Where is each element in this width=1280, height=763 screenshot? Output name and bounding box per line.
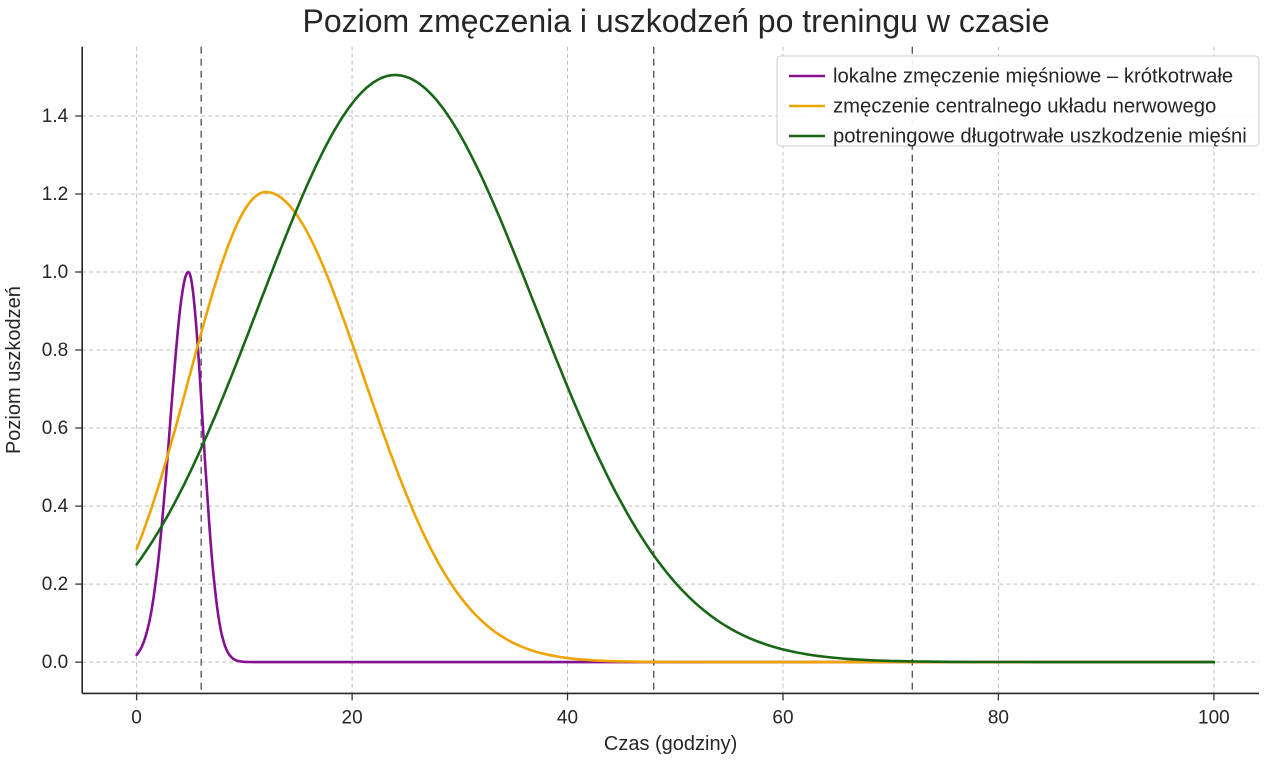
svg-text:60: 60	[772, 707, 793, 728]
svg-text:lokalne zmęczenie mięśniowe –: lokalne zmęczenie mięśniowe – krótkotrwa…	[833, 66, 1233, 88]
svg-text:0: 0	[131, 707, 142, 728]
svg-text:Czas (godziny): Czas (godziny)	[604, 733, 737, 755]
svg-text:Poziom uszkodzeń: Poziom uszkodzeń	[3, 286, 25, 454]
svg-text:0.6: 0.6	[42, 418, 68, 439]
svg-text:0.0: 0.0	[42, 652, 68, 673]
svg-text:100: 100	[1198, 707, 1230, 728]
svg-text:potreningowe długotrwałe uszko: potreningowe długotrwałe uszkodzenie mię…	[833, 126, 1247, 148]
svg-text:40: 40	[557, 707, 578, 728]
svg-text:1.2: 1.2	[42, 184, 68, 205]
svg-text:20: 20	[342, 707, 363, 728]
svg-text:zmęczenie centralnego układu n: zmęczenie centralnego układu nerwowego	[833, 96, 1216, 118]
svg-text:1.0: 1.0	[42, 262, 68, 283]
svg-text:0.2: 0.2	[42, 574, 68, 595]
svg-text:80: 80	[988, 707, 1009, 728]
svg-text:1.4: 1.4	[42, 106, 69, 127]
svg-text:0.8: 0.8	[42, 340, 68, 361]
svg-text:Poziom zmęczenia i uszkodzeń p: Poziom zmęczenia i uszkodzeń po treningu…	[302, 3, 1049, 39]
svg-text:0.4: 0.4	[42, 496, 69, 517]
